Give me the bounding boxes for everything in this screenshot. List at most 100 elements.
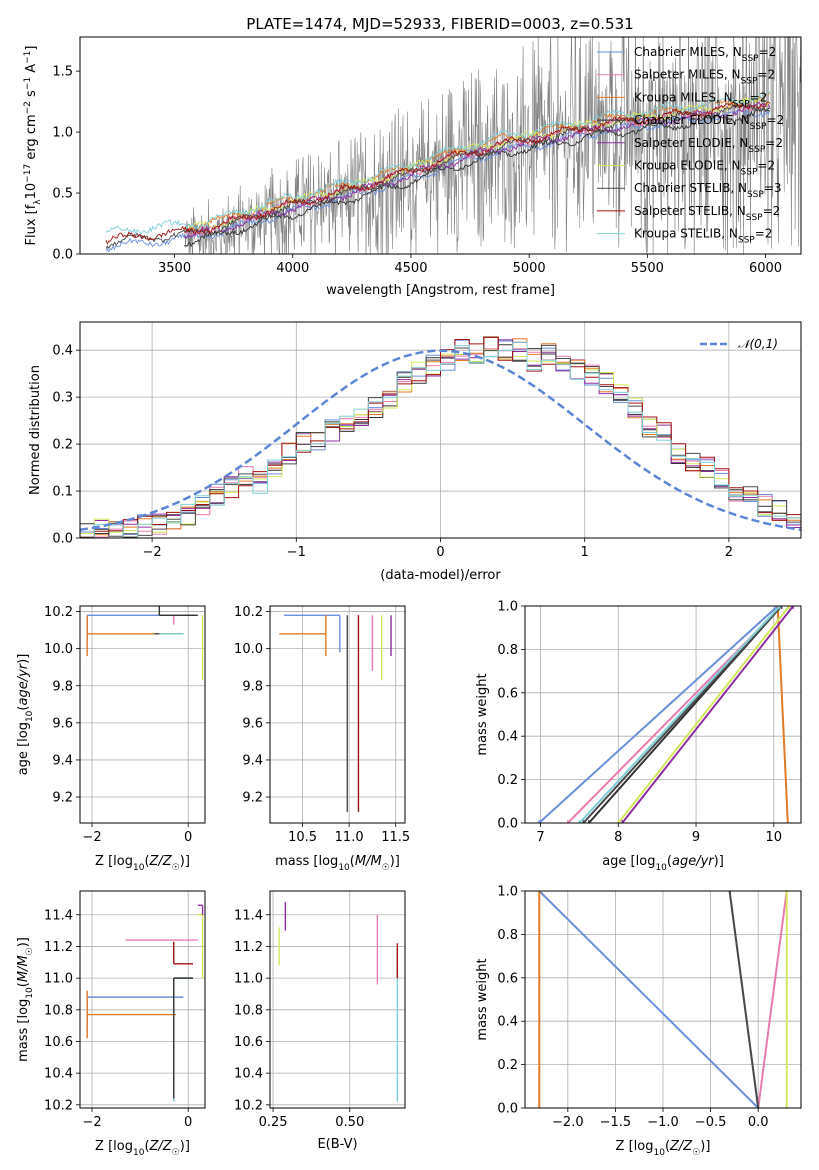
model-line-salpeter-stelib [105, 101, 771, 245]
y-tick-label: 10.6 [44, 1035, 73, 1050]
legend-entry: Chabrier ELODIE, NSSP=2 [634, 113, 784, 132]
legend-entry: Chabrier STELIB, NSSP=3 [634, 181, 782, 200]
y-tick-label: 10.8 [234, 1003, 263, 1018]
y-tick-label: 11.2 [44, 940, 73, 955]
y-tick-label: 11.4 [234, 908, 263, 923]
axes-frame [524, 890, 802, 1109]
legend-entry: Kroupa ELODIE, NSSP=2 [634, 159, 775, 178]
plot-area [278, 902, 399, 1102]
y-tick-label: 10.2 [44, 605, 73, 620]
weight-line-salpeter-elodie [621, 606, 794, 823]
y-tick-label: 0.0 [497, 1102, 518, 1117]
y-tick-label: 11.0 [44, 972, 73, 987]
x-tick-label: 2 [725, 545, 733, 560]
figure-title: PLATE=1474, MJD=52933, FIBERID=0003, z=0… [246, 15, 633, 33]
y-tick-label: 0.2 [497, 773, 518, 788]
y-tick-label: 11.0 [234, 972, 263, 987]
y-tick-label: 10.0 [44, 642, 73, 657]
panel-spectrum: 3500 4000 4500 5000 5500 6000 0.0 0.5 1.0 1.5 Chab… [23, 36, 802, 298]
axes-frame [269, 890, 406, 1109]
y-tick-label: 1.0 [497, 885, 518, 900]
axes-frame [79, 321, 802, 539]
y-tick-label: 9.4 [242, 753, 263, 768]
x-axis-label: wavelength [Angstrom, rest frame] [326, 283, 555, 298]
x-tick-label: 3500 [158, 261, 191, 276]
y-axis-label: mass weight [475, 958, 490, 1040]
y-tick-label: 0.8 [497, 643, 518, 658]
y-tick-label: 0.4 [52, 344, 73, 359]
y-tick-label: 0.3 [52, 391, 73, 406]
y-tick-label: 9.8 [242, 679, 263, 694]
y-tick-label: 0.0 [497, 817, 518, 832]
weight-line-chabrier-stelib [728, 891, 760, 1108]
x-axis-label: Z [log10(Z/Z☉)] [95, 854, 190, 873]
x-tick-label: 6000 [749, 261, 782, 276]
x-tick-label: −1.0 [647, 1115, 679, 1130]
plot-area [86, 904, 204, 1102]
weight-line-kroupa-stelib [578, 606, 781, 823]
x-tick-label: 5500 [631, 261, 664, 276]
x-tick-label: 8 [614, 830, 622, 845]
x-axis-label: Z [log10(Z/Z☉)] [95, 1139, 190, 1158]
y-tick-label: 11.2 [234, 940, 263, 955]
y-tick-label: 9.2 [242, 791, 263, 806]
panel-weight-vs-age: 7 8 9 10 0.0 0.2 0.4 0.6 0.8 1.0 mass weight age [l… [475, 600, 802, 873]
y-tick-label: 10.2 [234, 1098, 263, 1113]
y-tick-label: 9.4 [52, 753, 73, 768]
legend-entry: Kroupa MILES, NSSP=2 [634, 90, 767, 109]
x-tick-label: 7 [536, 830, 544, 845]
x-tick-label: 10 [766, 830, 783, 845]
model-line-salpeter-elodie [183, 101, 771, 239]
x-tick-label: 0 [184, 1115, 192, 1130]
y-axis-label: age [log10(age/yr)] [16, 654, 35, 776]
y-tick-label: 0.1 [52, 485, 73, 500]
panel-weight-vs-Z: −2.0 −1.5 −1.0 −0.5 0.0 0.0 0.2 0.4 0.6 0.8 1.0 mas… [475, 885, 802, 1158]
y-axis-label: Flux [fλ10−17 erg cm−2 s−1 A−1] [23, 46, 43, 246]
data-spectrum [183, 37, 801, 254]
legend-entry: Salpeter MILES, NSSP=2 [634, 68, 775, 87]
panel-mass-vs-EBV: 0.25 0.50 10.2 10.4 10.6 10.8 11.0 11.2 11.4 E(B-… [234, 890, 406, 1152]
axes-frame [79, 36, 802, 255]
y-tick-label: 10.4 [44, 1067, 73, 1082]
y-tick-label: 0.0 [52, 248, 73, 263]
x-tick-label: 4000 [276, 261, 309, 276]
y-tick-label: 1.0 [52, 126, 73, 141]
plot-area [80, 336, 801, 538]
histogram-kroupa-stelib [80, 341, 801, 538]
weight-line-chabrier-miles [538, 891, 759, 1108]
panel-mass-vs-Z: −2 0 10.2 10.4 10.6 10.8 11.0 11.2 11.4 Z [log10(… [16, 890, 206, 1158]
plot-area [105, 37, 801, 254]
y-tick-label: 0.4 [497, 730, 518, 745]
x-axis-label: Z [log10(Z/Z☉)] [616, 1139, 711, 1158]
gaussian-curve [80, 349, 801, 532]
legend-entry: Salpeter STELIB, NSSP=2 [634, 204, 780, 223]
legend-entry: Kroupa STELIB, NSSP=2 [634, 227, 772, 246]
x-axis-label: age [log10(age/yr)] [602, 854, 724, 873]
y-tick-label: 0.6 [497, 686, 518, 701]
model-line-kroupa-stelib [105, 91, 771, 235]
y-tick-label: 10.2 [234, 605, 263, 620]
legend-entry: Chabrier MILES, NSSP=2 [634, 45, 776, 64]
x-axis-label: E(B-V) [317, 1137, 357, 1152]
weight-line-salpeter-miles [757, 891, 788, 1108]
y-tick-label: 0.5 [52, 187, 73, 202]
y-tick-label: 10.4 [234, 1067, 263, 1082]
x-tick-label: −1 [287, 545, 306, 560]
y-tick-label: 0.6 [497, 971, 518, 986]
y-tick-label: 10.8 [44, 1003, 73, 1018]
x-tick-label: 11.5 [381, 830, 410, 845]
y-axis-label: mass [log10(M/M☉)] [16, 937, 35, 1062]
x-tick-label: 0 [184, 830, 192, 845]
x-tick-label: 10.5 [288, 830, 317, 845]
x-axis-label: mass [log10(M/M☉)] [275, 854, 400, 873]
y-tick-label: 10.0 [234, 642, 263, 657]
weight-line-chabrier-miles [538, 606, 779, 823]
axes-frame [524, 605, 802, 824]
axes-frame [79, 890, 206, 1109]
panel-age-vs-mass: 10.5 11.0 11.5 9.2 9.4 9.6 9.8 10.0 10.2 mass [lo… [234, 605, 410, 873]
y-tick-label: 1.0 [497, 600, 518, 615]
x-tick-label: 1 [581, 545, 589, 560]
x-tick-label: −2 [82, 830, 101, 845]
x-tick-label: −1.5 [600, 1115, 632, 1130]
